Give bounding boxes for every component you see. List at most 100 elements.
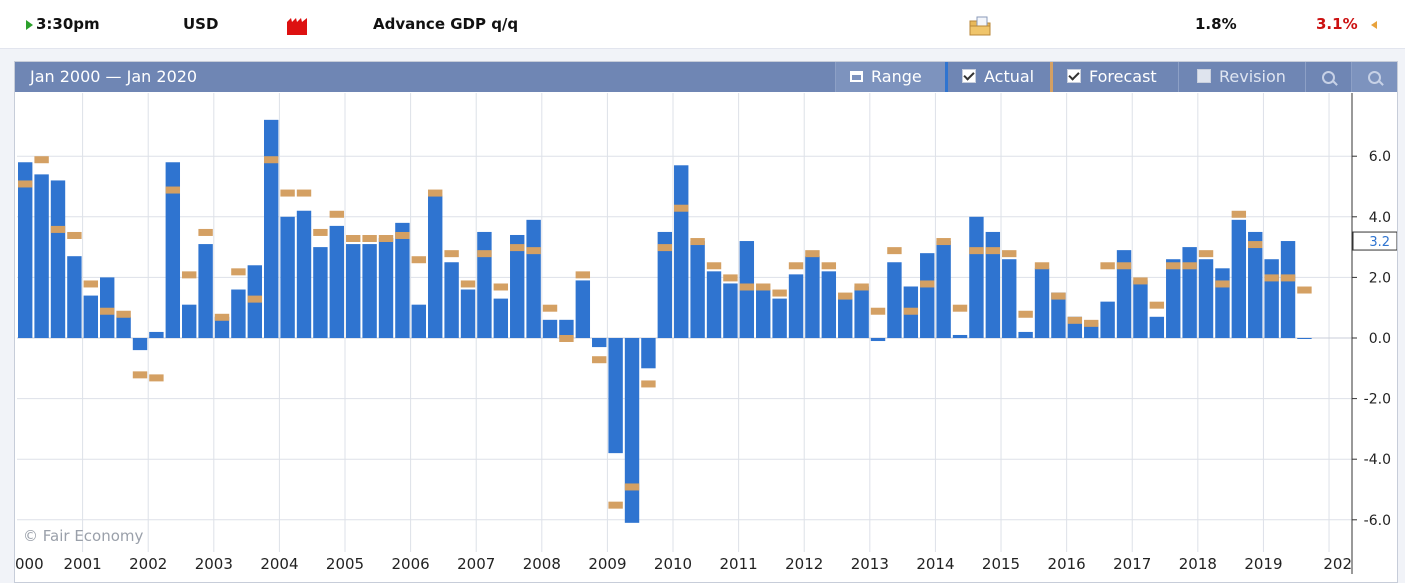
forecast-marker <box>1166 262 1181 270</box>
range-button[interactable]: Range <box>835 62 945 92</box>
forecast-marker <box>985 247 1001 255</box>
y-tick-label: 6.0 <box>1369 149 1391 165</box>
actual-toggle[interactable]: Actual <box>945 62 1050 92</box>
forecast-marker <box>772 289 787 297</box>
actual-bar <box>1149 316 1165 338</box>
x-tick-label: 2014 <box>916 555 954 573</box>
actual-bar <box>526 219 541 338</box>
zoom-in-button[interactable] <box>1305 62 1351 92</box>
actual-bar <box>411 304 427 338</box>
actual-bar <box>1182 247 1197 338</box>
x-tick-label: 000 <box>15 555 44 573</box>
actual-bar <box>214 316 230 338</box>
event-time: 3:30pm <box>36 15 100 33</box>
actual-bar <box>428 195 443 338</box>
forecast-marker <box>214 313 230 321</box>
actual-toggle-label: Actual <box>984 67 1035 86</box>
actual-bar <box>936 241 951 338</box>
forecast-marker <box>264 156 279 164</box>
chart-panel: 6.0 4.0 2.0 0.0 -2.0 -4.0 -6.0 3.2 000 2001 2002 20… <box>14 61 1398 583</box>
actual-bar <box>132 338 148 351</box>
actual-bar <box>592 338 607 348</box>
actual-bar <box>1116 250 1132 338</box>
x-tick-label: 2012 <box>785 555 823 573</box>
forecast-marker <box>870 307 886 315</box>
revision-checkbox[interactable] <box>1197 69 1211 83</box>
forecast-marker <box>690 238 705 246</box>
actual-bar <box>18 162 33 338</box>
actual-bar <box>378 238 394 338</box>
forecast-marker <box>411 256 427 264</box>
forecast-marker <box>739 283 755 291</box>
forecast-toggle[interactable]: Forecast <box>1050 62 1178 92</box>
forecast-marker <box>18 180 33 188</box>
calendar-icon <box>850 71 863 82</box>
forecast-marker <box>559 335 574 342</box>
actual-bar <box>1034 268 1050 338</box>
forecast-marker <box>756 283 771 291</box>
actual-bar <box>313 247 328 338</box>
actual-checkbox[interactable] <box>962 69 976 83</box>
actual-bar <box>756 289 771 338</box>
zoom-out-icon <box>1368 71 1381 84</box>
x-tick-label: 2003 <box>195 555 233 573</box>
actual-bar <box>1051 292 1066 338</box>
forecast-marker <box>674 204 689 212</box>
actual-bar <box>1018 331 1033 338</box>
forecast-marker <box>1018 310 1033 318</box>
play-icon[interactable] <box>26 20 33 30</box>
actual-bar <box>1198 259 1214 338</box>
forecast-marker <box>280 189 295 197</box>
detail-folder-icon[interactable] <box>969 16 991 36</box>
forecast-marker <box>493 283 509 291</box>
revision-toggle[interactable]: Revision <box>1178 62 1305 92</box>
actual-bar <box>575 280 591 338</box>
actual-bar <box>887 262 902 338</box>
actual-bar <box>559 319 574 338</box>
event-row[interactable]: 3:30pm USD Advance GDP q/q 1.8% 3.1% <box>0 0 1405 49</box>
forecast-marker <box>1034 262 1050 270</box>
actual-bar <box>50 180 66 338</box>
y-tick-label: -6.0 <box>1364 513 1391 529</box>
forecast-marker <box>575 271 591 279</box>
forecast-marker <box>510 244 525 252</box>
x-tick-label: 2004 <box>260 555 298 573</box>
forecast-marker <box>821 262 837 270</box>
actual-bar <box>805 256 820 338</box>
forecast-marker <box>592 356 607 364</box>
forecast-marker <box>346 235 361 243</box>
forecast-checkbox[interactable] <box>1067 69 1081 83</box>
forecast-marker <box>1067 316 1083 324</box>
forecast-marker <box>165 186 181 194</box>
zoom-out-button[interactable] <box>1351 62 1397 92</box>
x-tick-label: 2008 <box>523 555 561 573</box>
forecast-marker <box>198 228 213 236</box>
actual-bar <box>296 210 312 338</box>
event-name[interactable]: Advance GDP q/q <box>373 15 519 33</box>
actual-bar <box>231 289 246 338</box>
forecast-marker <box>723 274 738 282</box>
forecast-marker <box>1280 274 1296 282</box>
actual-bar <box>641 338 656 369</box>
actual-bar <box>395 222 410 338</box>
actual-bar <box>264 119 279 338</box>
actual-bar <box>1100 301 1115 338</box>
forecast-marker <box>608 501 623 509</box>
forecast-marker <box>838 292 853 300</box>
forecast-marker <box>854 283 869 291</box>
high-impact-folder-icon <box>287 18 307 35</box>
forecast-marker <box>1084 319 1099 327</box>
zoom-in-icon <box>1322 71 1335 84</box>
x-tick-label: 2010 <box>654 555 692 573</box>
gdp-history-chart[interactable]: 6.0 4.0 2.0 0.0 -2.0 -4.0 -6.0 3.2 000 2001 2002 20… <box>15 62 1397 582</box>
actual-bar <box>34 174 49 338</box>
forecast-marker <box>1182 262 1197 270</box>
y-tick-label: 0.0 <box>1369 331 1391 347</box>
forecast-marker <box>805 250 820 258</box>
actual-bar <box>952 334 968 338</box>
actual-bar <box>280 216 295 338</box>
forecast-marker <box>1133 277 1148 285</box>
forecast-marker <box>1100 262 1115 270</box>
x-tick-label: 2007 <box>457 555 495 573</box>
forecast-marker <box>657 244 673 252</box>
